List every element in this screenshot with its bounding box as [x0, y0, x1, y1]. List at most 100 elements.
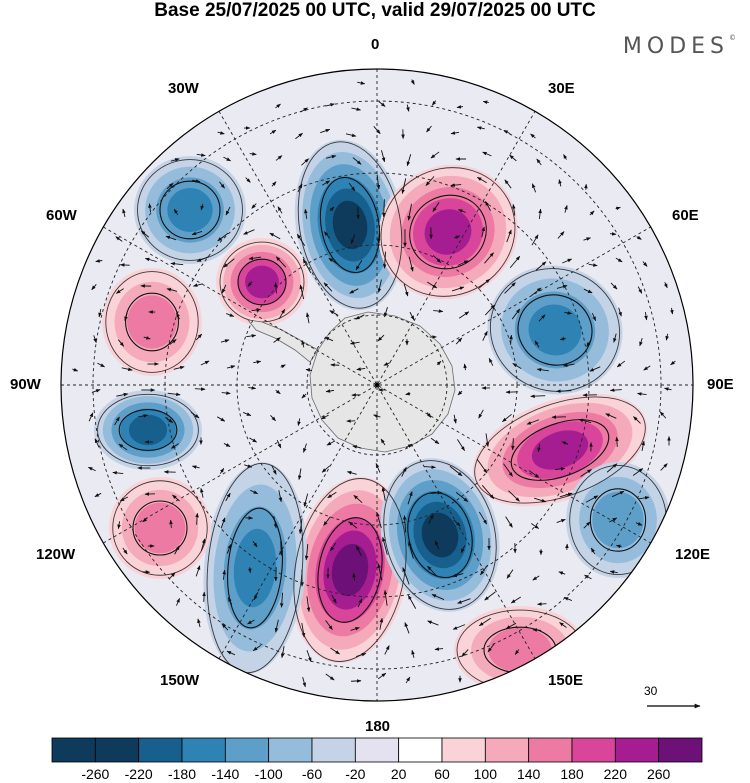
wind-vector: [424, 465, 436, 469]
wind-vector: [476, 176, 487, 184]
wind-vector: [279, 592, 284, 608]
wind-vector: [356, 367, 366, 371]
lon-label-60e: 60E: [672, 207, 699, 224]
lon-label-90w: 90W: [10, 376, 41, 393]
contour-line: [97, 393, 199, 467]
wind-vector: [376, 225, 381, 244]
wind-vector: [176, 597, 180, 606]
lon-label-30e: 30E: [548, 80, 575, 97]
wind-vector: [246, 334, 257, 338]
wind-vector: [382, 536, 388, 555]
wind-vector: [142, 517, 148, 523]
wind-vector: [251, 203, 257, 209]
wind-vector: [244, 464, 253, 468]
wind-vector: [482, 151, 492, 157]
wind-vector: [346, 471, 357, 475]
wind-vector: [430, 437, 440, 445]
colorbar-tick-label: -260: [81, 766, 110, 782]
wind-vector: [195, 565, 201, 577]
wind-vector: [98, 308, 102, 318]
wind-vector: [589, 366, 601, 372]
wind-vector: [301, 158, 309, 166]
wind-vector: [248, 386, 257, 390]
wind-vector: [536, 158, 542, 166]
wind-vector: [270, 414, 276, 422]
wind-vector: [190, 411, 200, 419]
lon-label-180: 180: [365, 718, 391, 735]
wind-vector: [379, 617, 384, 630]
wind-vector: [588, 263, 598, 267]
wind-vector: [426, 412, 432, 418]
wind-vector: [610, 282, 618, 290]
wind-vector: [321, 465, 331, 473]
colorbar-swatch: [311, 737, 356, 763]
contour-line: [297, 141, 403, 309]
wind-vector: [222, 569, 226, 580]
wind-vector: [327, 491, 337, 499]
wind-vector: [590, 547, 596, 555]
wind-vector: [324, 231, 330, 239]
contour-line: [380, 167, 516, 297]
wind-vector: [192, 283, 203, 287]
wind-vector: [323, 516, 331, 526]
wind-vector: [115, 236, 123, 242]
wind-vector: [511, 204, 516, 216]
wind-vector: [253, 592, 259, 601]
wind-vector: [537, 444, 541, 453]
wind-vector: [382, 251, 387, 269]
wind-vector: [169, 339, 177, 345]
wind-vector: [452, 573, 464, 578]
wind-vector: [478, 511, 488, 525]
wind-vector: [356, 652, 367, 657]
wind-vector: [432, 202, 440, 212]
wind-vector: [383, 362, 391, 366]
wind-vector: [585, 495, 599, 503]
wind-vector: [220, 339, 230, 343]
wind-vector: [583, 288, 593, 294]
wind-vector: [117, 339, 125, 347]
wind-vector: [252, 645, 261, 651]
wind-vector: [558, 571, 566, 575]
colorbar-tick-label: -180: [167, 766, 197, 782]
wind-vector: [580, 469, 592, 477]
wind-vector: [559, 622, 567, 628]
wind-vector: [278, 308, 286, 319]
wind-reference-label: 30: [644, 684, 658, 698]
wind-vector: [116, 392, 129, 397]
contour-line: [112, 480, 208, 576]
wind-vector: [352, 445, 362, 449]
wind-vector: [221, 284, 227, 294]
wind-vector: [408, 541, 414, 559]
wind-vector: [381, 150, 386, 163]
colorbar-swatch: [181, 737, 226, 763]
lon-label-30w: 30W: [168, 80, 199, 97]
wind-vector: [200, 538, 206, 552]
wind-vector: [223, 443, 231, 447]
wind-vector: [578, 418, 592, 423]
wind-vector: [670, 360, 676, 366]
wind-vector: [384, 645, 390, 655]
wind-vector: [591, 313, 597, 322]
wind-vector: [485, 201, 491, 211]
wind-vector: [118, 443, 128, 451]
wind-vector: [276, 439, 282, 449]
wind-vector: [562, 258, 573, 264]
wind-vector: [306, 596, 311, 613]
wind-vector: [514, 649, 520, 655]
wind-vector: [481, 485, 495, 499]
wind-vector: [402, 567, 410, 585]
brand-name: MODES: [622, 34, 729, 59]
wind-vector: [609, 388, 622, 392]
wind-vector: [531, 234, 539, 246]
wind-vector: [537, 602, 547, 606]
wind-vector: [664, 387, 672, 391]
wind-vector: [324, 336, 334, 342]
wind-vector: [563, 363, 575, 368]
wind-vector: [197, 618, 201, 628]
wind-vector: [586, 339, 592, 347]
wind-vector: [663, 282, 668, 289]
contour-line: [132, 500, 188, 556]
wind-vector: [504, 179, 512, 189]
wind-vector: [460, 545, 466, 554]
